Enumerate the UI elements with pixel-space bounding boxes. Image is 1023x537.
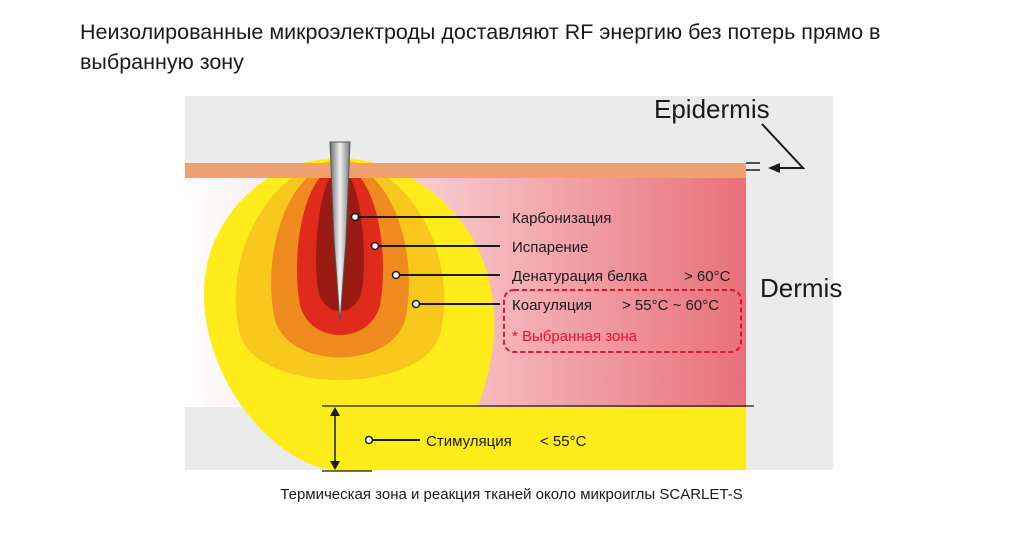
leader-carbonization xyxy=(350,212,500,222)
dermis-label: Dermis xyxy=(760,273,842,303)
zone-label-denaturation: Денатурация белка xyxy=(512,268,648,285)
epidermis-layer xyxy=(185,163,746,178)
depth-arrowhead-up xyxy=(330,407,340,416)
zone-label-vaporization: Испарение xyxy=(512,239,588,256)
selected-zone-highlight xyxy=(503,289,742,353)
zone-temp-stimulation: < 55°C xyxy=(540,433,587,450)
leader-vaporization xyxy=(370,241,500,251)
zone-temp-denaturation: > 60°C xyxy=(684,268,731,285)
page-title: Неизолированные микроэлектроды доставляю… xyxy=(80,20,881,74)
depth-arrowhead-down xyxy=(330,461,340,470)
selected-zone-note: * Выбранная зона xyxy=(512,328,638,345)
leader-denaturation xyxy=(391,270,500,280)
leader-stimulation xyxy=(364,435,420,445)
zone-label-coagulation: Коагуляция xyxy=(512,297,592,314)
zone-label-stimulation: Стимуляция xyxy=(426,433,512,450)
leader-coagulation xyxy=(411,299,500,309)
zone-temp-coagulation: > 55°C ~ 60°C xyxy=(622,297,719,314)
figure-caption: Термическая зона и реакция тканей около … xyxy=(280,486,743,503)
epidermis-pointer xyxy=(761,123,806,169)
epidermis-label: Epidermis xyxy=(654,94,770,124)
zone-label-carbonization: Карбонизация xyxy=(512,210,611,227)
epidermis-pointer-arrowhead xyxy=(768,163,780,173)
microneedle xyxy=(329,141,351,323)
